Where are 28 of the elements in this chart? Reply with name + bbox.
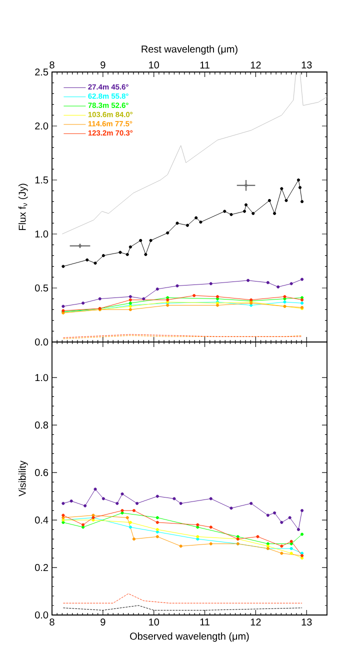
y-tick-label: 2.5 [35, 68, 48, 76]
x-tick-label: 9 [100, 618, 106, 626]
y-tick-label: 1.0 [35, 374, 48, 382]
x2-tick-label: 12 [250, 62, 261, 68]
x2-tick-label: 13 [302, 61, 312, 68]
x2-tick-label: 8 [50, 61, 54, 68]
x2-tick-label: 10 [149, 61, 160, 68]
y-tick-label: 0.5 [35, 284, 48, 292]
y-axis-title: Flux f$_{ν}$ (Jy) [18, 184, 28, 230]
x-tick-label: 11 [200, 618, 210, 626]
x-tick-label: 10 [149, 618, 160, 626]
y-tick-label: 0.2 [35, 564, 48, 572]
y-tick-label: 0.4 [35, 516, 48, 524]
x2-tick-label: 11 [200, 62, 210, 68]
y-tick-label: 1.5 [35, 176, 48, 184]
y-tick-label: 1.0 [35, 230, 48, 238]
x-tick-label: 8 [50, 618, 54, 626]
x2-tick-label: 9 [100, 61, 106, 68]
y-tick-label: 0.8 [35, 422, 48, 429]
y-tick-label: 0.0 [35, 611, 48, 619]
y-tick-label: 2.0 [35, 122, 48, 130]
x2-axis-title: Rest wavelength (μm) [142, 45, 238, 55]
x-axis-title: Observed wavelength (μm) [130, 632, 249, 642]
y-tick-label: 0.6 [35, 469, 48, 476]
y-tick-label: 0.0 [35, 338, 48, 346]
x-tick-label: 13 [302, 618, 312, 626]
y-axis-title: Visibility [18, 460, 28, 496]
x-tick-label: 12 [250, 618, 261, 626]
